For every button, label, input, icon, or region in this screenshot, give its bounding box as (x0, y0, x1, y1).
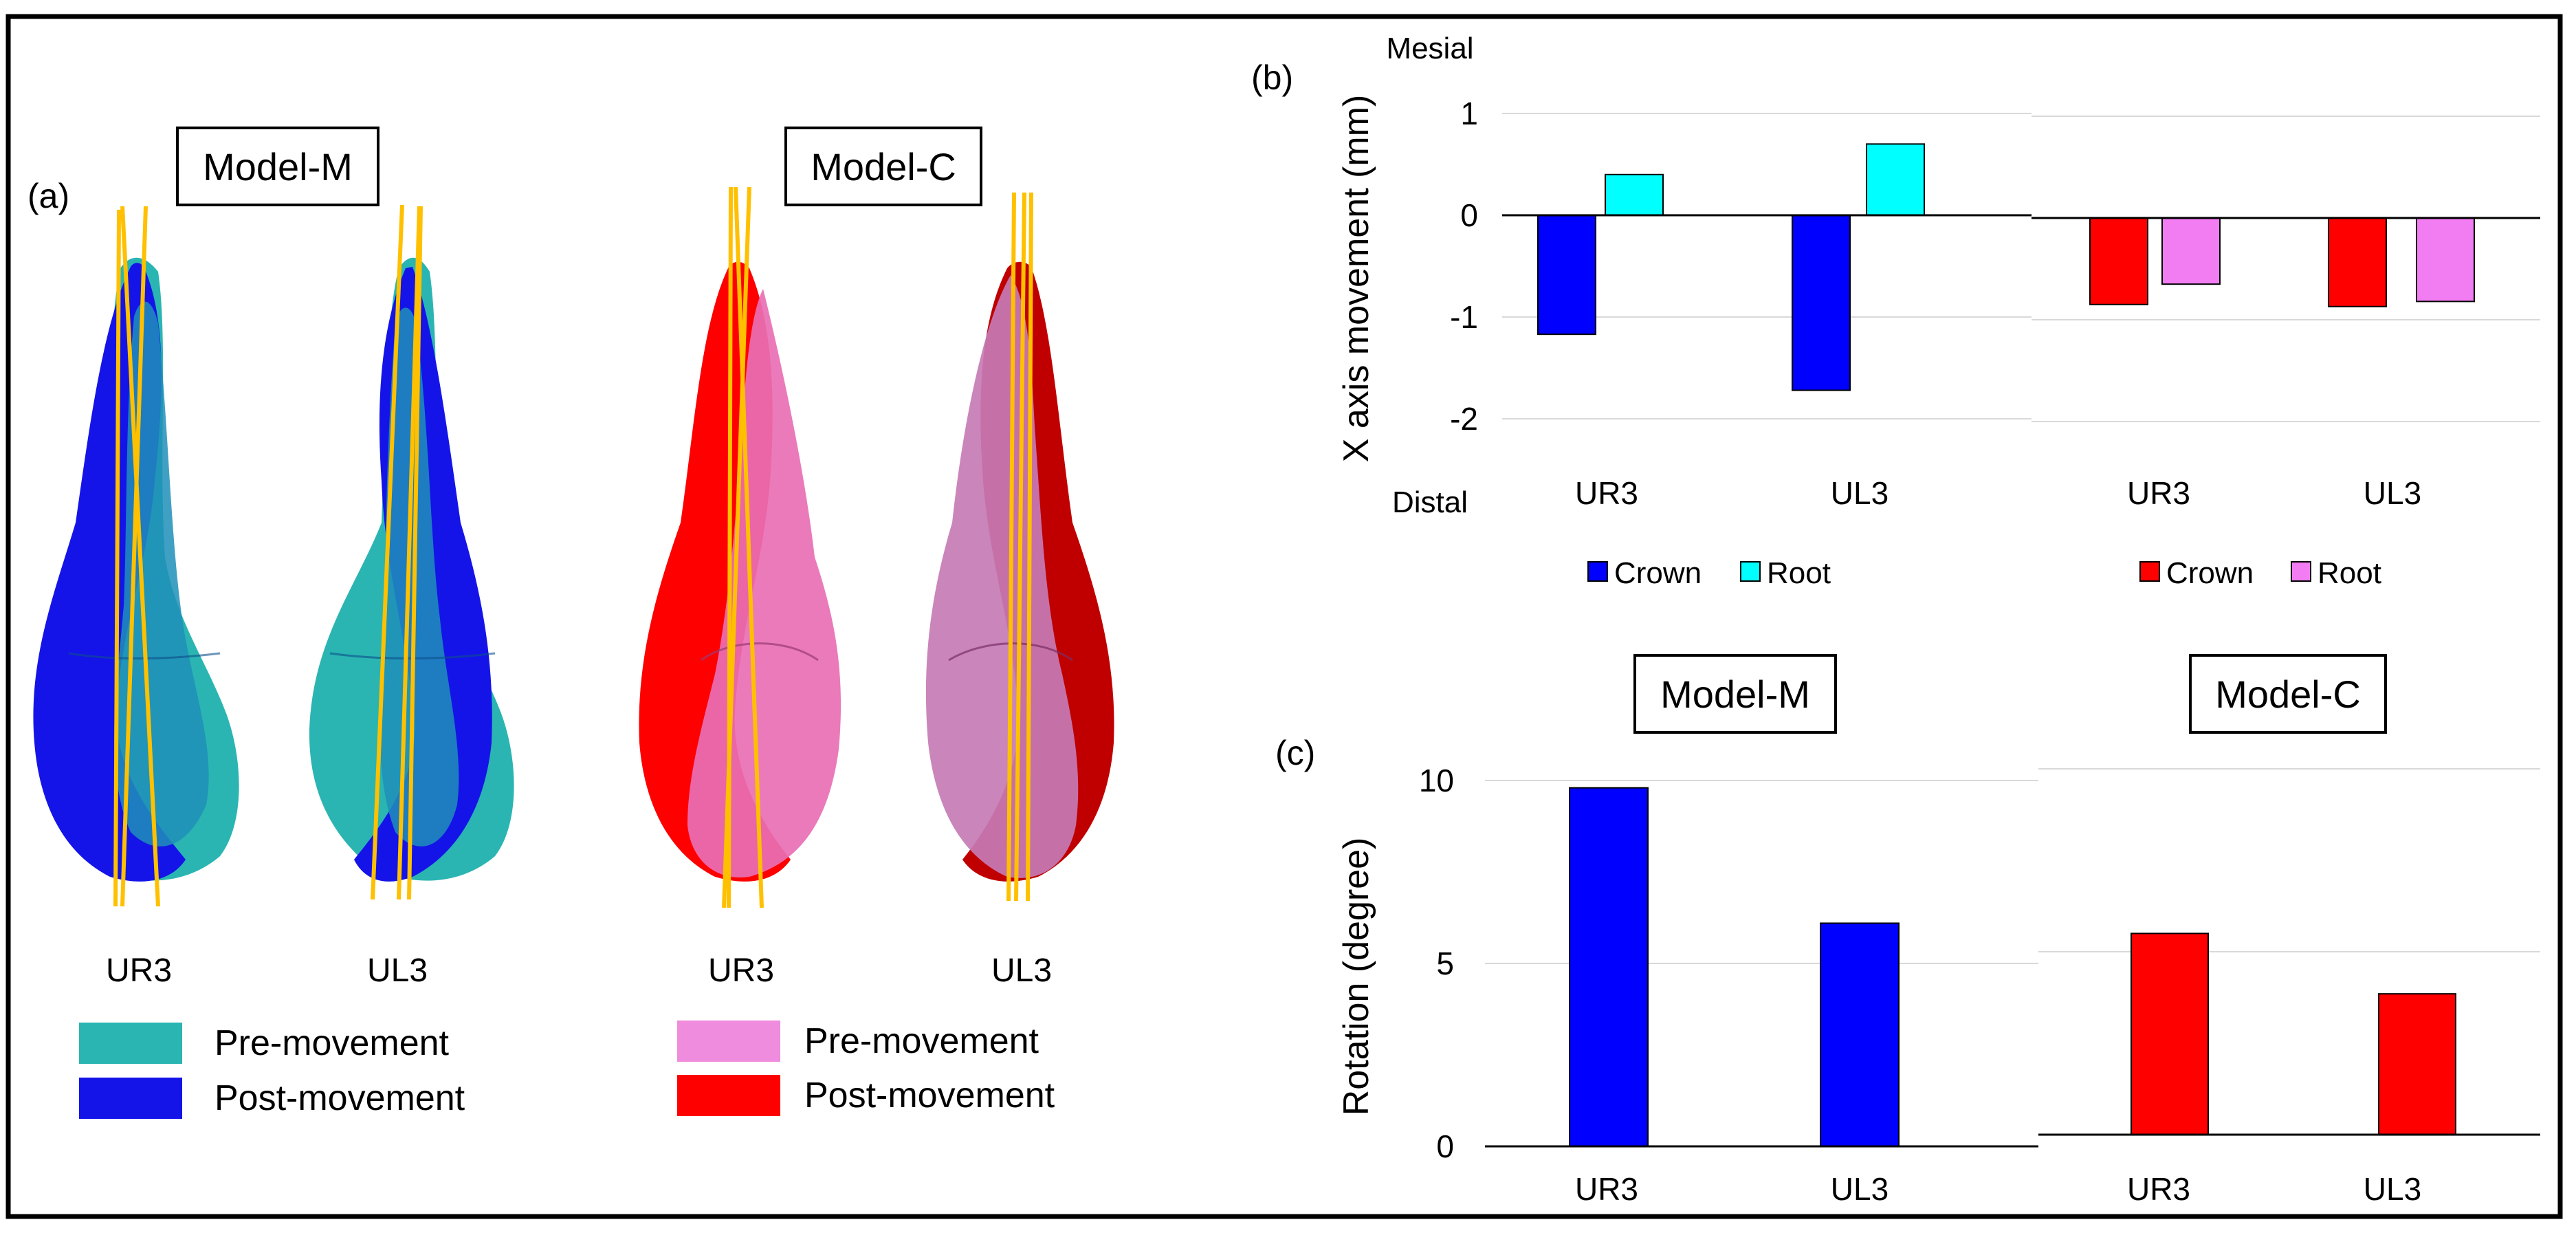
legend-label-crown: Crown (2166, 556, 2254, 590)
bar-root-ur3 (2161, 217, 2221, 285)
tooth-model-c-ul3 (925, 192, 1114, 902)
c-right-category: UL3 (2364, 1171, 2421, 1207)
bar-crown-ur3 (1537, 215, 1596, 336)
tooth-model-c-ur3 (639, 186, 841, 908)
bar-rotation-ur3 (2131, 932, 2209, 1136)
b-left-bars (1537, 143, 1925, 391)
panel-c-label: (c) (1275, 734, 1315, 772)
c-right-gridlines (2038, 768, 2540, 952)
legend-model-c: Pre-movement Post-movement (677, 1021, 1055, 1116)
distal-annotation: Distal (1392, 485, 1468, 519)
tooth-label: UR3 (106, 952, 172, 989)
bar-crown-ul3 (2328, 217, 2387, 307)
bar-rotation-ur3 (1569, 787, 1649, 1147)
ytick-label: 0 (1436, 1128, 1454, 1164)
c-left-ytick-labels: 10 5 0 (1419, 763, 1454, 1164)
mesial-annotation: Mesial (1386, 32, 1473, 65)
tooth-model-m-ur3 (33, 206, 239, 907)
legend-swatch-c-post (677, 1075, 780, 1116)
model-m-title-box (176, 127, 379, 206)
ytick-label: 10 (1419, 763, 1454, 798)
bar-rotation-ul3 (2378, 993, 2456, 1136)
model-c-title: Model-C (811, 145, 956, 188)
b-right-category: UL3 (2364, 475, 2421, 511)
panel-c: (c) Model-M Model-C Rotation (degree) 10… (1275, 654, 2540, 1207)
bar-crown-ul3 (1792, 215, 1851, 391)
model-m-title: Model-M (203, 145, 353, 188)
legend-swatch-c-pre (677, 1021, 780, 1062)
ytick-label: 0 (1460, 197, 1478, 233)
b-ylabel: X axis movement (mm) (1336, 95, 1376, 463)
b-right-category: UR3 (2127, 475, 2190, 511)
ytick-label: -2 (1450, 401, 1478, 437)
c-left-title: Model-M (1660, 673, 1810, 716)
bar-rotation-ul3 (1820, 922, 1900, 1147)
tooth-label: UL3 (367, 952, 428, 989)
c-right-bars (2131, 932, 2456, 1136)
legend-label-m-post: Post-movement (214, 1078, 465, 1118)
tooth-label: UR3 (708, 952, 774, 989)
ytick-label: 5 (1436, 946, 1454, 981)
legend-label-crown: Crown (1614, 556, 1702, 590)
legend-label-c-pre: Pre-movement (804, 1021, 1039, 1061)
bar-root-ul3 (1866, 143, 1925, 216)
c-ylabel: Rotation (degree) (1336, 838, 1376, 1116)
c-left-bars (1569, 787, 1900, 1147)
c-left-category: UR3 (1575, 1171, 1638, 1207)
c-right-category: UR3 (2127, 1171, 2190, 1207)
ytick-label: 1 (1460, 96, 1478, 131)
c-left-category: UL3 (1831, 1171, 1889, 1207)
tooth-label: UL3 (991, 952, 1052, 989)
panel-b-label: (b) (1251, 58, 1293, 97)
bar-root-ur3 (1605, 173, 1664, 217)
legend-label-root: Root (2318, 556, 2381, 590)
legend-label-c-post: Post-movement (804, 1076, 1055, 1115)
c-right-title: Model-C (2215, 673, 2361, 716)
legend-label-m-pre: Pre-movement (214, 1023, 450, 1063)
b-left-category: UR3 (1575, 475, 1638, 511)
model-c-title-box (784, 127, 982, 206)
legend-swatch-crown (1587, 561, 1608, 582)
b-left-ytick-labels: 1 0 -1 -2 (1450, 96, 1478, 437)
bar-root-ul3 (2416, 217, 2475, 303)
b-right-legend: Crown Root (2139, 556, 2381, 590)
c-left-title-box (1633, 654, 1837, 734)
legend-swatch-m-pre (79, 1023, 182, 1064)
b-left-legend: Crown Root (1587, 556, 1831, 590)
panel-a-label: (a) (27, 177, 69, 215)
panel-b: (b) Mesial Distal X axis movement (mm) 1… (1251, 32, 2540, 590)
legend-swatch-root (2291, 561, 2311, 582)
tooth-model-m-ul3 (309, 204, 514, 900)
b-left-category: UL3 (1831, 475, 1889, 511)
legend-swatch-root (1740, 561, 1761, 582)
b-right-bars (2089, 217, 2475, 307)
c-right-title-box (2189, 654, 2387, 734)
b-right-gridlines (2032, 116, 2540, 422)
legend-model-m: Pre-movement Post-movement (79, 1023, 465, 1119)
ytick-label: -1 (1450, 299, 1478, 335)
bar-crown-ur3 (2089, 217, 2148, 305)
legend-swatch-m-post (79, 1078, 182, 1119)
legend-swatch-crown (2139, 561, 2160, 582)
legend-label-root: Root (1767, 556, 1831, 590)
panel-a: (a) Model-M Model-C (27, 127, 1114, 1119)
